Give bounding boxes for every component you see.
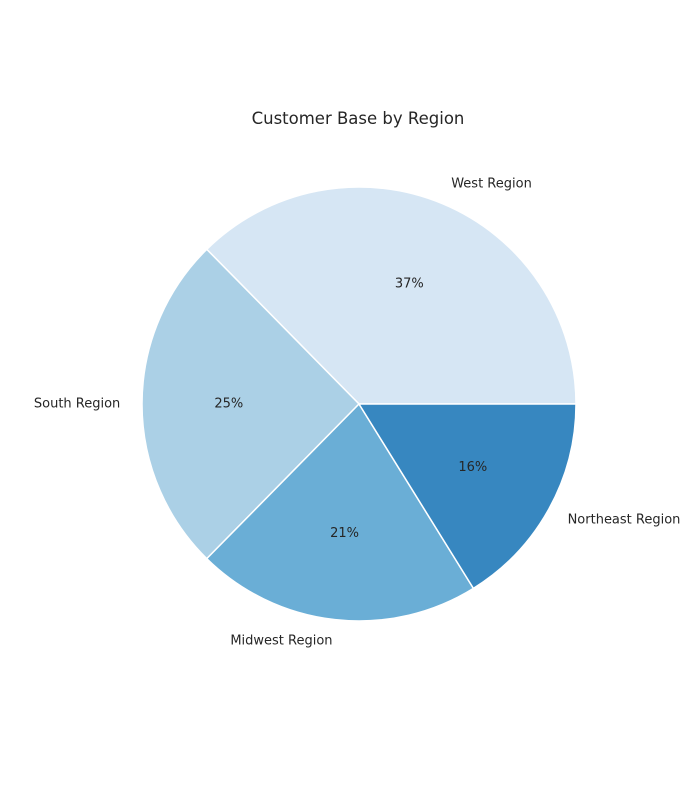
pie-slice-west-region <box>206 186 577 405</box>
slice-percent-south-region: 25% <box>214 397 243 412</box>
slice-label-midwest-region: Midwest Region <box>230 634 332 649</box>
slice-percent-northeast-region: 16% <box>458 460 487 475</box>
slice-percent-west-region: 37% <box>395 276 424 291</box>
chart-title: Customer Base by Region <box>252 109 465 128</box>
pie-slice-midwest-region <box>206 403 475 622</box>
slice-label-west-region: West Region <box>451 176 532 191</box>
pie-slices <box>141 186 577 622</box>
slice-percent-midwest-region: 21% <box>330 526 359 541</box>
slice-label-northeast-region: Northeast Region <box>568 513 681 528</box>
slice-label-south-region: South Region <box>34 397 120 412</box>
slice-labels: West Region 37% South Region 25% Midwest Reg… <box>34 176 681 648</box>
pie-slice-south-region <box>141 248 360 560</box>
pie-slice-northeast-region <box>358 403 577 590</box>
